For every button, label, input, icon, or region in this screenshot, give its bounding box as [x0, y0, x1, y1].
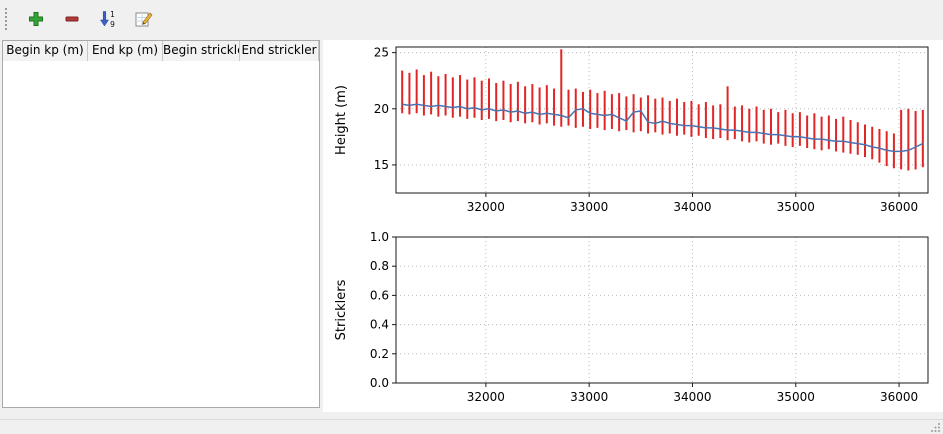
svg-text:9: 9: [110, 20, 115, 29]
svg-text:20: 20: [374, 102, 389, 116]
plus-icon: [29, 12, 43, 26]
status-bar: [0, 419, 943, 434]
svg-text:1.0: 1.0: [370, 230, 389, 244]
svg-text:Stricklers: Stricklers: [334, 279, 349, 340]
edit-button[interactable]: [130, 5, 158, 33]
add-row-button[interactable]: [22, 5, 50, 33]
toolbar: 1 9: [0, 0, 943, 38]
svg-text:0.4: 0.4: [370, 318, 389, 332]
table-header-col-3[interactable]: End strickler: [240, 41, 319, 61]
svg-text:35000: 35000: [777, 200, 815, 214]
height-chart: 15 20 25 32000 33000 34000 35000 36000 Height (m…: [323, 40, 943, 232]
table-header-col-0[interactable]: Begin kp (m): [3, 41, 88, 61]
svg-text:0.8: 0.8: [370, 259, 389, 273]
table-header-col-2[interactable]: Begin strickler: [163, 41, 240, 61]
stricklers-chart: 0.0 0.2 0.4 0.6 0.8 1.0 32000 33000 34000 35000 36…: [323, 228, 943, 414]
svg-text:33000: 33000: [570, 390, 608, 404]
svg-text:Height (m): Height (m): [334, 85, 349, 155]
sort-button[interactable]: 1 9: [94, 5, 122, 33]
svg-text:0.6: 0.6: [370, 288, 389, 302]
height-profile-plot: 15 20 25 32000 33000 34000 35000 36000 Height (m…: [334, 46, 929, 214]
sort-ascending-icon: 1 9: [100, 10, 115, 29]
kp-strickler-table: Begin kp (m)End kp (m)Begin stricklerEnd…: [2, 40, 320, 408]
svg-text:15: 15: [374, 158, 389, 172]
svg-text:0.0: 0.0: [370, 376, 389, 390]
svg-text:32000: 32000: [467, 390, 505, 404]
svg-text:33000: 33000: [570, 200, 608, 214]
svg-text:36000: 36000: [880, 200, 918, 214]
remove-row-button[interactable]: [58, 5, 86, 33]
minus-icon: [65, 16, 79, 22]
svg-text:25: 25: [374, 46, 389, 60]
charts-panel: 15 20 25 32000 33000 34000 35000 36000 Height (m…: [323, 40, 943, 412]
toolbar-drag-handle[interactable]: [5, 8, 12, 30]
svg-text:1: 1: [110, 10, 115, 19]
stricklers-plot: 0.0 0.2 0.4 0.6 0.8 1.0 32000 33000 34000 35000 36…: [334, 230, 929, 404]
table-header-col-1[interactable]: End kp (m): [88, 41, 163, 61]
table-header-row: Begin kp (m)End kp (m)Begin stricklerEnd…: [3, 41, 319, 62]
table-body[interactable]: [3, 61, 319, 407]
svg-text:32000: 32000: [467, 200, 505, 214]
svg-text:36000: 36000: [880, 390, 918, 404]
svg-text:35000: 35000: [777, 390, 815, 404]
edit-pencil-icon: [135, 12, 153, 27]
svg-text:34000: 34000: [673, 200, 711, 214]
resize-grip[interactable]: [930, 421, 941, 432]
svg-text:34000: 34000: [673, 390, 711, 404]
svg-text:0.2: 0.2: [370, 347, 389, 361]
